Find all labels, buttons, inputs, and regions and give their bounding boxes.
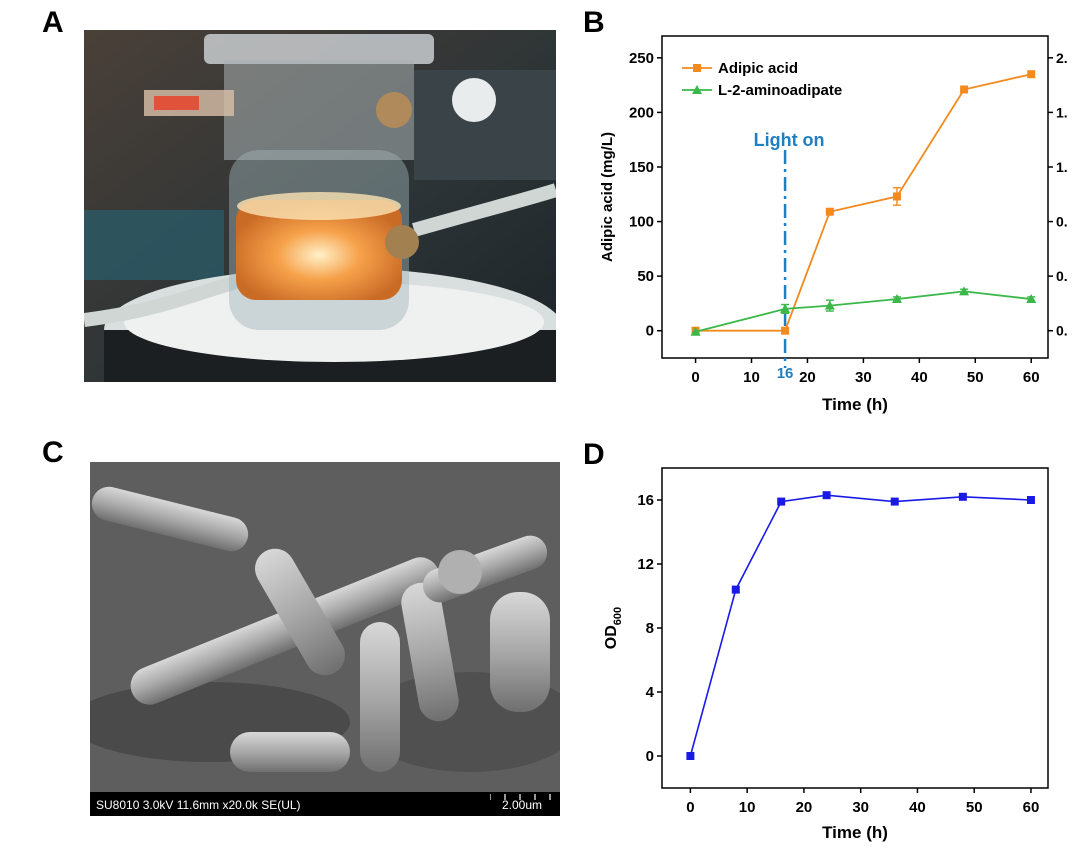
y2-tick-label-b-3: 1.: [1056, 159, 1068, 175]
plot-frame-b: [661, 35, 1049, 359]
data-point-b-0-2: [825, 207, 834, 216]
y-tick-label-b-5: 250: [629, 50, 654, 67]
chart-adipic-acid: 0 10 20 30 40 50 60 0 0. 50 0. 100 0. 150 1. 200 1. 250 2.…: [599, 35, 1068, 414]
y2-tick-label-b-4: 1.: [1056, 104, 1068, 120]
light-on-label: Light on: [754, 130, 825, 150]
data-point-b-1-4: [959, 286, 970, 296]
y-axis-label-b: Adipic acid (mg/L): [599, 132, 616, 262]
panel-label-b: B: [583, 6, 605, 39]
y-tick-label-d-2: 8: [646, 620, 654, 637]
data-point-d-0-1: [731, 585, 740, 594]
x-tick-label-b-6: 60: [1023, 369, 1040, 386]
x-tick-label-b-2: 20: [799, 369, 816, 386]
sem-scale-bar: [490, 794, 551, 800]
y-tick-label-d-3: 12: [637, 556, 654, 573]
reactor-photo: [84, 30, 556, 382]
y-tick-label-b-2: 100: [629, 214, 654, 231]
chart-od600: 0 10 20 30 40 50 60 0 4 8 12 16 Time (h) OD600: [603, 467, 1049, 842]
x-tick-label-d-0: 0: [686, 799, 694, 816]
data-point-b-0-5: [1027, 70, 1036, 79]
data-point-d-0-0: [686, 752, 695, 760]
panel-label-d: D: [583, 438, 605, 471]
legend-b: Adipic acid L-2-aminoadipate: [682, 60, 842, 99]
legend-label-b-1: L-2-aminoadipate: [718, 82, 842, 99]
y2-tick-label-b-5: 2.: [1056, 50, 1068, 66]
y-tick-label-b-4: 200: [629, 104, 654, 121]
legend-label-b-0: Adipic acid: [718, 60, 798, 77]
data-point-b-1-3: [891, 294, 902, 304]
data-point-d-0-4: [890, 497, 899, 506]
y2-tick-label-b-2: 0.: [1056, 214, 1068, 230]
panel-label-c: C: [42, 436, 64, 469]
y-tick-label-d-0: 0: [646, 748, 654, 765]
x-tick-label-d-5: 50: [966, 799, 983, 816]
series-line-b-1: [695, 290, 1032, 333]
x-tick-label-b-1: 10: [743, 369, 760, 386]
x-tick-label-d-4: 40: [909, 799, 926, 816]
panel-label-a: A: [42, 6, 64, 39]
reactor-photo-drawing: [84, 30, 556, 382]
sem-info-bar: SU8010 3.0kV 11.6mm x20.0k SE(UL) 2.00um: [90, 792, 560, 816]
y-tick-label-b-3: 150: [629, 159, 654, 176]
y-tick-label-d-1: 4: [646, 684, 655, 701]
sem-scale-label: 2.00um: [501, 798, 542, 812]
data-point-b-0-3: [892, 192, 901, 201]
data-point-b-1-2: [824, 300, 835, 310]
data-point-b-0-4: [960, 85, 969, 94]
x-tick-label-d-3: 30: [852, 799, 869, 816]
sem-info-text: SU8010 3.0kV 11.6mm x20.0k SE(UL): [96, 798, 301, 812]
data-point-b-1-1: [780, 303, 791, 313]
light-on-x-label: 16: [777, 365, 794, 382]
data-point-d-0-5: [958, 492, 967, 501]
y-tick-label-b-1: 50: [637, 268, 654, 285]
data-point-b-1-5: [1026, 294, 1037, 304]
data-point-d-0-2: [777, 497, 786, 506]
data-point-d-0-6: [1026, 496, 1035, 504]
legend-marker-b-0: [693, 64, 701, 72]
x-tick-label-d-2: 20: [796, 799, 813, 816]
sem-micrograph-drawing: [90, 462, 560, 792]
series-line-d-0: [689, 494, 1032, 757]
x-axis-label-d: Time (h): [822, 823, 888, 842]
y-axis-label-d: OD600: [603, 607, 624, 649]
x-tick-label-b-4: 40: [911, 369, 928, 386]
x-tick-label-b-3: 30: [855, 369, 872, 386]
plot-frame-d: [661, 467, 1049, 789]
series-b-1: [690, 286, 1037, 336]
data-point-d-0-3: [822, 491, 831, 500]
y-tick-label-b-0: 0: [646, 323, 654, 340]
series-d-0: [686, 491, 1035, 760]
x-tick-label-d-1: 10: [739, 799, 756, 816]
sem-micrograph: SU8010 3.0kV 11.6mm x20.0k SE(UL) 2.00um: [90, 462, 560, 816]
y-tick-label-d-4: 16: [637, 492, 654, 509]
y2-tick-label-b-0: 0.: [1056, 323, 1068, 339]
x-tick-label-d-6: 60: [1023, 799, 1040, 816]
series-line-b-0: [695, 73, 1032, 332]
x-tick-label-b-0: 0: [691, 369, 699, 386]
y2-tick-label-b-1: 0.: [1056, 268, 1068, 284]
data-point-b-0-1: [781, 326, 790, 335]
legend-marker-b-1: [692, 85, 702, 94]
x-tick-label-b-5: 50: [967, 369, 984, 386]
data-point-b-1-0: [690, 326, 701, 336]
x-axis-label-b: Time (h): [822, 395, 888, 414]
series-b-0: [691, 70, 1036, 335]
